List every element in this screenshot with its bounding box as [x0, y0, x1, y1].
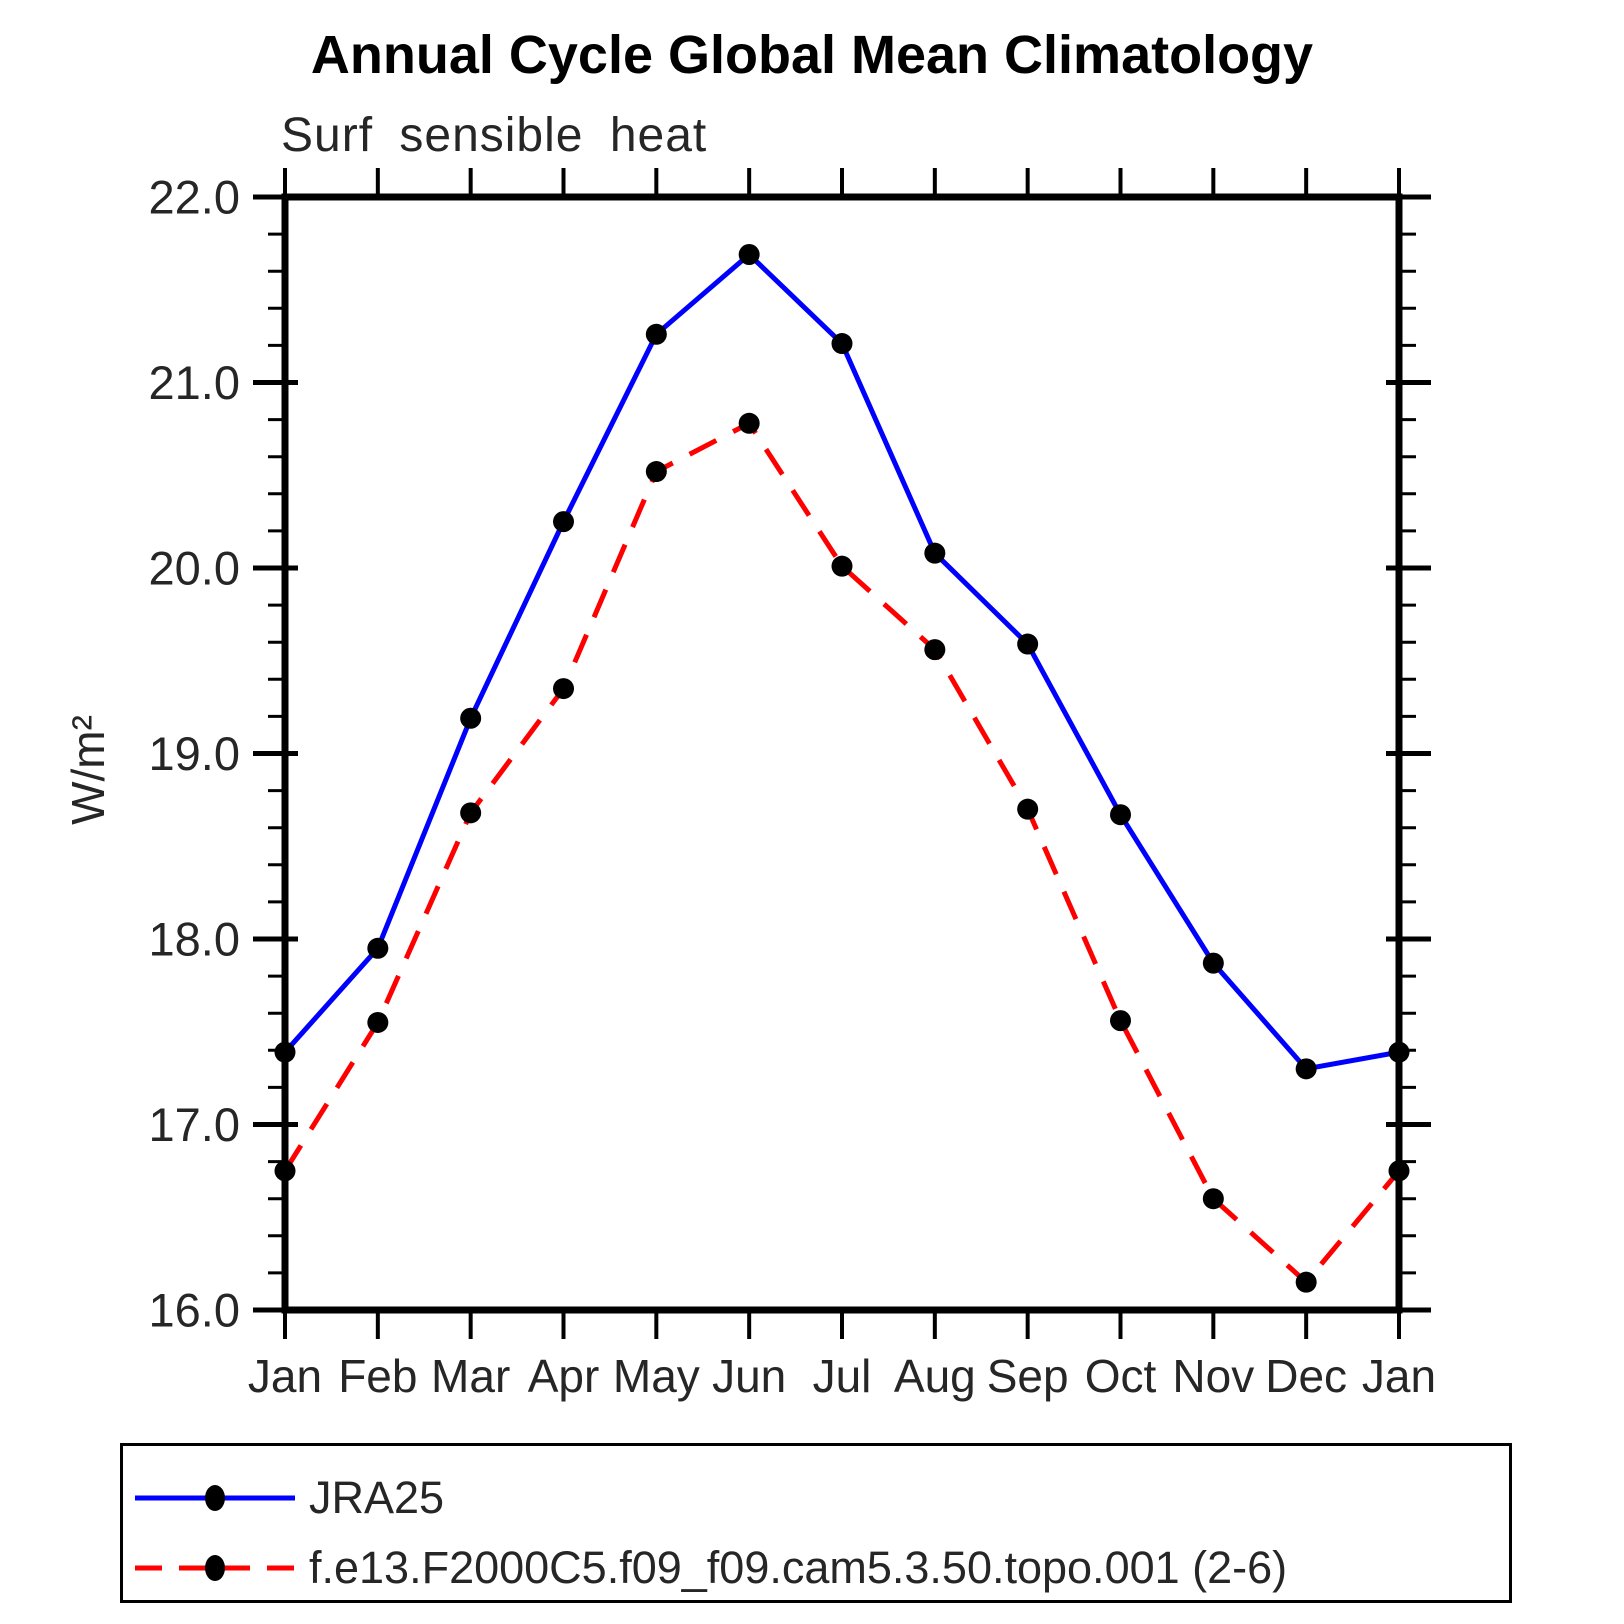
- data-point-marker-model: [274, 1160, 296, 1182]
- x-tick-label: Aug: [894, 1350, 976, 1402]
- data-point-marker-jra25: [274, 1041, 296, 1063]
- x-tick-label: Apr: [528, 1350, 600, 1402]
- x-tick-label: Jan: [248, 1350, 322, 1402]
- x-tick-label: Feb: [338, 1350, 417, 1402]
- x-tick-label: Jun: [712, 1350, 786, 1402]
- data-point-marker-jra25: [831, 333, 853, 355]
- series-line-jra25: [283, 251, 1400, 1072]
- data-point-marker-jra25: [1388, 1041, 1410, 1063]
- legend-box: JRA25 f.e13.F2000C5.f09_f09.cam5.3.50.to…: [120, 1443, 1512, 1603]
- legend-line-sample-solid: [135, 1485, 295, 1511]
- data-point-marker-jra25: [460, 707, 482, 729]
- legend-label-model: f.e13.F2000C5.f09_f09.cam5.3.50.topo.001…: [309, 1542, 1288, 1593]
- data-point-marker-model: [553, 678, 574, 700]
- x-tick-label: Sep: [987, 1350, 1069, 1402]
- data-point-marker-model: [1202, 1188, 1224, 1210]
- data-point-marker-jra25: [1017, 633, 1039, 655]
- y-tick-label: 16.0: [149, 1284, 240, 1337]
- data-point-marker-jra25: [738, 244, 760, 266]
- data-point-marker-model: [367, 1011, 389, 1033]
- data-point-marker-model: [1110, 1010, 1131, 1032]
- y-tick-label: 21.0: [149, 356, 240, 409]
- chart-subtitle: Surf sensible heat: [281, 109, 708, 162]
- data-point-marker-jra25: [367, 937, 389, 959]
- y-tick-label: 19.0: [149, 727, 240, 780]
- legend-line-sample-dashed: [135, 1555, 295, 1581]
- x-tick-label: Oct: [1085, 1350, 1157, 1402]
- legend-marker-dot: [205, 1555, 225, 1581]
- y-tick-label: 20.0: [149, 542, 240, 595]
- y-tick-label: 18.0: [149, 913, 240, 966]
- y-tick-label: 17.0: [149, 1098, 240, 1151]
- legend-label-jra25: JRA25: [309, 1472, 445, 1523]
- x-tick-label: Jan: [1362, 1350, 1436, 1402]
- series-line-model: [282, 420, 1401, 1286]
- data-point-marker-jra25: [1295, 1058, 1317, 1080]
- legend-marker-dot: [205, 1485, 225, 1511]
- x-tick-label: Jul: [813, 1350, 872, 1402]
- data-point-marker-model: [924, 639, 946, 661]
- data-point-marker-jra25: [645, 323, 667, 345]
- data-point-marker-jra25: [924, 542, 946, 564]
- chart-title: Annual Cycle Global Mean Climatology: [310, 25, 1314, 85]
- data-point-marker-model: [1295, 1271, 1317, 1293]
- y-tick-label: 22.0: [149, 171, 240, 224]
- plot-border: [281, 193, 1403, 1314]
- data-point-marker-model: [1388, 1160, 1410, 1182]
- legend-item-model: f.e13.F2000C5.f09_f09.cam5.3.50.topo.001…: [129, 1542, 1287, 1594]
- x-tick-label: Nov: [1172, 1350, 1254, 1402]
- x-tick-label: Mar: [431, 1350, 510, 1402]
- legend-item-jra25: JRA25: [129, 1472, 444, 1524]
- data-point-marker-jra25: [1202, 952, 1224, 974]
- data-point-marker-model: [831, 555, 853, 577]
- x-tick-label: May: [613, 1350, 700, 1402]
- data-point-marker-model: [1017, 798, 1039, 820]
- data-point-marker-model: [738, 412, 760, 434]
- x-tick-label: Dec: [1265, 1350, 1347, 1402]
- data-point-marker-jra25: [553, 511, 574, 533]
- data-point-marker-model: [645, 461, 667, 483]
- data-point-marker-jra25: [1110, 804, 1131, 826]
- data-point-marker-model: [460, 802, 482, 824]
